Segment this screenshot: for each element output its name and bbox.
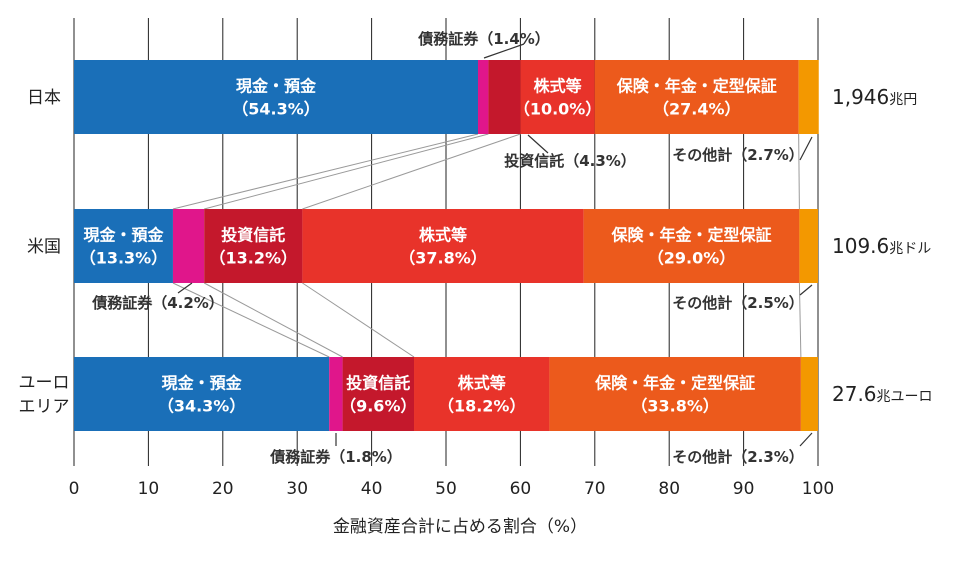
category-label: エリア — [19, 397, 70, 417]
segment-label: 投資信託（13.2%） — [210, 226, 298, 268]
leader-line — [527, 134, 549, 154]
segment-label-outside: 債務証券（1.4%） — [417, 30, 550, 48]
x-tick-label: 60 — [510, 479, 532, 499]
bar-segment — [520, 60, 595, 134]
category-label: 米国 — [27, 237, 61, 257]
segment-label-outside: その他計（2.3%） — [672, 448, 804, 466]
bar-segment — [74, 357, 330, 431]
connector-line — [172, 133, 479, 210]
category-label: 日本 — [27, 88, 61, 108]
leader-line — [799, 284, 813, 296]
x-tick-label: 0 — [69, 479, 80, 499]
total-label: 1,946兆円 — [832, 85, 917, 109]
x-tick-label: 70 — [584, 479, 606, 499]
bar-segment — [798, 60, 819, 134]
x-tick-label: 20 — [212, 479, 234, 499]
bar-segment — [302, 209, 584, 283]
segment-label-outside: 投資信託（4.3%） — [504, 152, 636, 170]
segment-label: 株式等（37.8%） — [399, 226, 487, 268]
x-tick-label: 90 — [733, 479, 755, 499]
bar-segment — [594, 60, 799, 134]
x-tick-label: 80 — [658, 479, 680, 499]
bar-segment — [172, 209, 205, 283]
connector-line — [798, 133, 800, 210]
segment-label: 現金・預金（54.3%） — [232, 77, 320, 119]
connector-line — [172, 282, 330, 358]
segment-label: 保険・年金・定型保証（29.0%） — [611, 226, 772, 268]
segment-label: 投資信託（9.6%） — [340, 374, 416, 416]
segment-label-outside: その他計（2.7%） — [672, 146, 804, 164]
x-tick-label: 10 — [138, 479, 160, 499]
segment-label-outside: その他計（2.5%） — [672, 294, 804, 312]
bar-segment — [488, 60, 521, 134]
total-label: 109.6兆ドル — [832, 234, 931, 258]
segment-label: 保険・年金・定型保証（33.8%） — [594, 374, 755, 416]
segment-label-outside: 債務証券（4.2%） — [91, 294, 224, 312]
segment-label-outside: 債務証券（1.8%） — [269, 448, 402, 466]
segment-label: 現金・預金（13.3%） — [80, 226, 168, 268]
segment-label: 現金・預金（34.3%） — [158, 374, 246, 416]
connector-line — [203, 282, 343, 358]
leader-line — [483, 43, 525, 59]
bar-segment — [74, 209, 173, 283]
total-label: 27.6兆ユーロ — [832, 382, 933, 406]
bar-segment — [204, 209, 303, 283]
x-tick-label: 30 — [286, 479, 308, 499]
segment-label: 保険・年金・定型保証（27.4%） — [616, 77, 777, 119]
x-axis-title: 金融資産合計に占める割合（%） — [333, 517, 587, 537]
bar-segment — [583, 209, 800, 283]
leader-line — [799, 432, 813, 447]
connector-line — [204, 133, 489, 210]
bar-segment — [477, 60, 489, 134]
connector-line — [302, 133, 521, 210]
category-label: ユーロ — [19, 373, 70, 393]
segment-label: 株式等（18.2%） — [438, 374, 526, 416]
bar-segment — [549, 357, 801, 431]
bar-segment — [799, 209, 818, 283]
x-tick-label: 50 — [435, 479, 457, 499]
bar-segment — [800, 357, 818, 431]
leader-line — [177, 282, 193, 294]
x-tick-label: 100 — [802, 479, 834, 499]
x-tick-label: 40 — [361, 479, 383, 499]
bar-segment — [342, 357, 415, 431]
bar-segment — [74, 60, 478, 134]
connector-line — [302, 282, 415, 358]
segment-label: 株式等（10.0%） — [514, 77, 602, 119]
leader-line — [799, 136, 813, 161]
bar-segment — [329, 357, 343, 431]
connector-line — [798, 282, 802, 358]
bar-segment — [414, 357, 550, 431]
